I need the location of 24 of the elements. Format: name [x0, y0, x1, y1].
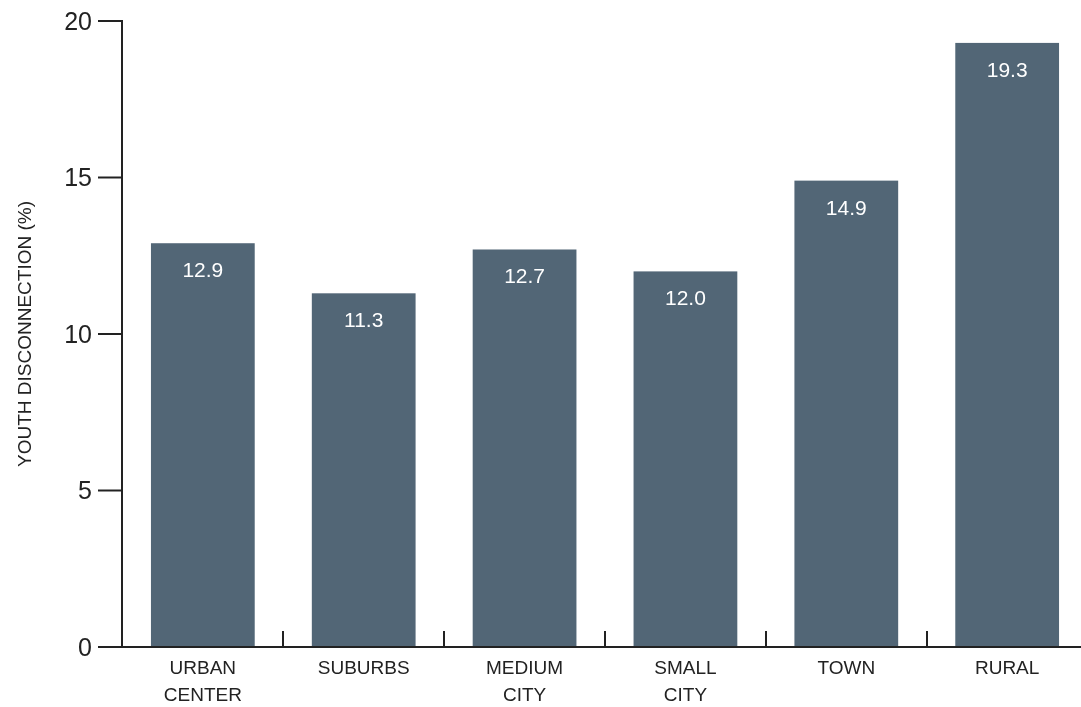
y-tick-label: 0	[78, 632, 92, 661]
y-axis-title: YOUTH DISCONNECTION (%)	[14, 201, 35, 467]
x-tick-label: SMALL CITY	[654, 657, 717, 705]
bar	[311, 293, 416, 647]
y-tick-label: 5	[78, 476, 92, 505]
y-tick-label: 15	[64, 163, 92, 192]
bar	[472, 249, 577, 647]
x-tick-label: URBAN CENTER	[163, 657, 242, 705]
data-label: 12.7	[504, 264, 545, 288]
x-tick-label: TOWN	[817, 657, 876, 678]
data-label: 14.9	[825, 195, 867, 219]
data-label: 19.3	[986, 57, 1028, 81]
y-tick-label: 20	[64, 6, 92, 35]
bar	[150, 243, 255, 647]
x-tick-label: RURAL	[974, 657, 1040, 678]
data-label: 12.9	[182, 258, 224, 282]
y-tick-label: 10	[64, 319, 92, 348]
x-tick-label: MEDIUM CITY	[486, 657, 564, 705]
x-tick-label: SUBURBS	[317, 657, 410, 678]
data-label: 11.3	[344, 308, 384, 332]
bar	[633, 271, 738, 647]
bar	[955, 42, 1060, 647]
bar	[794, 180, 899, 647]
data-label: 12.0	[665, 286, 706, 310]
